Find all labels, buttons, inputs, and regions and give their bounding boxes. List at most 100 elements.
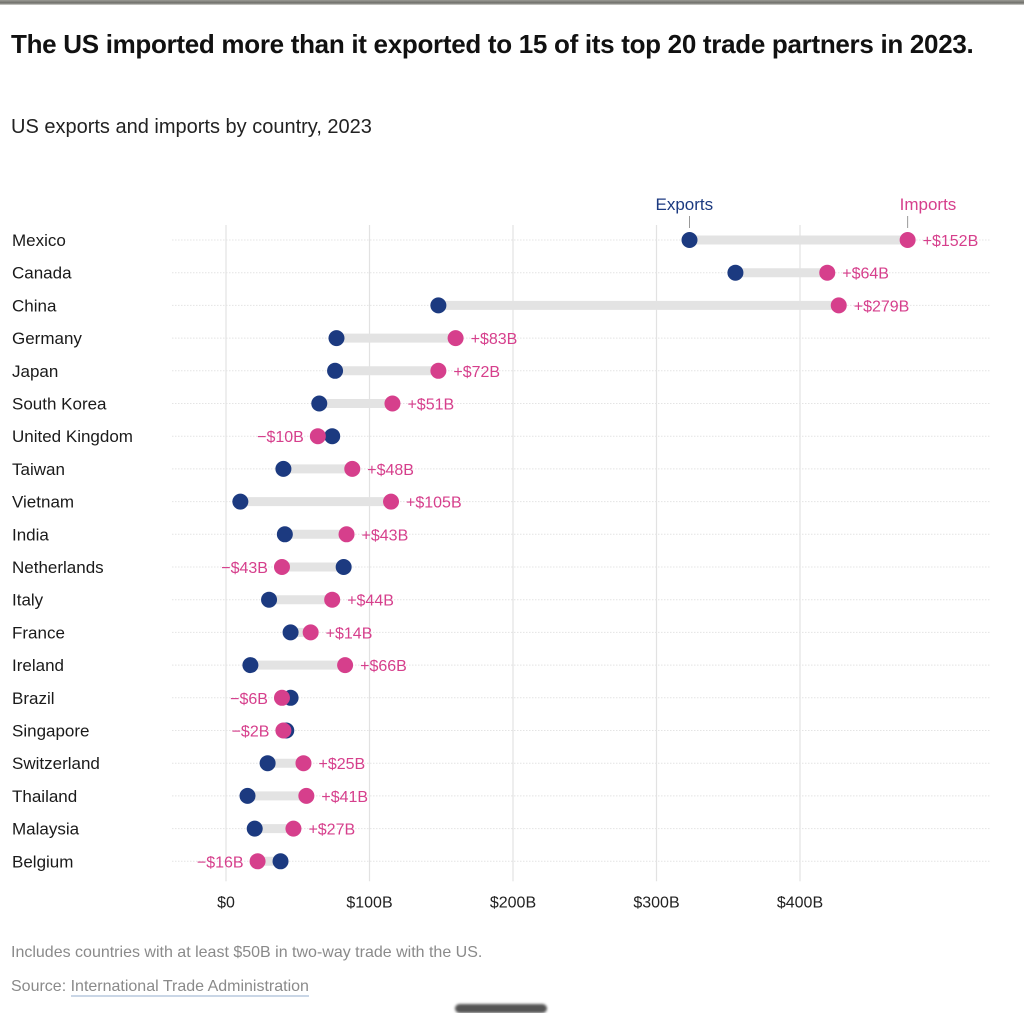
gap-label: +$279B	[854, 298, 910, 315]
export-dot	[259, 755, 276, 772]
export-dot	[272, 853, 289, 870]
row-china: China +$279B	[12, 296, 909, 315]
import-dot	[819, 264, 836, 281]
row-brazil: Brazil −$6B	[12, 689, 299, 708]
x-tick-label: $0	[217, 894, 235, 911]
country-label: Mexico	[12, 231, 66, 250]
import-dot	[295, 755, 312, 772]
import-dot	[285, 820, 302, 837]
import-dot	[298, 787, 315, 804]
country-label: Italy	[12, 591, 44, 610]
row-ireland: Ireland +$66B	[12, 656, 407, 675]
import-dot	[430, 362, 447, 379]
gap-label: +$44B	[347, 593, 394, 610]
source-link[interactable]: International Trade Administration	[70, 978, 309, 997]
gap-label: +$51B	[407, 397, 454, 414]
row-united-kingdom: United Kingdom −$10B	[12, 427, 341, 446]
export-dot	[335, 559, 352, 575]
export-dot	[324, 428, 341, 445]
import-dot	[447, 330, 464, 347]
legend-exports-label: Exports	[656, 195, 714, 214]
x-tick-label: $400B	[777, 894, 823, 911]
gap-label: +$152B	[923, 233, 979, 250]
country-label: Belgium	[12, 852, 73, 871]
gap-label: +$48B	[367, 462, 414, 479]
import-dot	[249, 853, 266, 870]
country-label: Netherlands	[12, 558, 104, 577]
gap-label: +$14B	[326, 625, 373, 642]
gap-label: +$43B	[362, 527, 409, 544]
x-tick-label: $300B	[633, 894, 679, 911]
export-dot	[681, 232, 698, 248]
import-dot	[384, 395, 401, 412]
import-dot	[273, 559, 290, 575]
gap-label: −$2B	[232, 724, 270, 741]
row-switzerland: Switzerland +$25B	[12, 754, 365, 773]
import-dot	[830, 297, 847, 314]
gap-label: −$10B	[257, 429, 304, 446]
gap-label: +$41B	[321, 789, 368, 806]
country-label: Taiwan	[12, 460, 65, 479]
row-taiwan: Taiwan +$48B	[12, 460, 414, 479]
row-mexico: Mexico +$152B	[12, 231, 978, 250]
country-label: Ireland	[12, 656, 64, 675]
export-dot	[232, 493, 249, 510]
export-dot	[261, 591, 278, 608]
row-belgium: Belgium −$16B	[12, 852, 289, 871]
import-dot	[899, 232, 916, 248]
row-italy: Italy +$44B	[12, 591, 394, 610]
import-dot	[273, 689, 290, 706]
export-dot	[328, 330, 345, 347]
export-dot	[242, 657, 259, 674]
import-dot	[337, 657, 354, 674]
country-label: Canada	[12, 264, 72, 283]
export-dot	[430, 297, 447, 314]
country-label: Malaysia	[12, 820, 80, 839]
row-thailand: Thailand +$41B	[12, 787, 368, 806]
gap-label: +$64B	[842, 266, 889, 283]
x-axis: $0 $100B $200B $300B $400B	[217, 894, 823, 911]
export-dot	[327, 362, 344, 379]
gap-label: +$25B	[318, 756, 365, 773]
gap-label: +$72B	[453, 364, 500, 381]
chart-title: The US imported more than it exported to…	[11, 29, 974, 59]
row-singapore: Singapore −$2B	[12, 722, 295, 741]
gap-label: +$105B	[406, 495, 462, 512]
row-germany: Germany +$83B	[12, 329, 517, 348]
country-label: France	[12, 623, 65, 642]
country-label: Switzerland	[12, 754, 100, 773]
export-dot	[239, 787, 256, 804]
import-dot	[344, 460, 361, 477]
row-malaysia: Malaysia +$27B	[12, 820, 355, 839]
x-tick-label: $100B	[346, 894, 392, 911]
export-dot	[246, 820, 263, 837]
gap-label: +$27B	[308, 822, 355, 839]
gap-label: −$6B	[230, 691, 268, 708]
gap-label: −$43B	[221, 560, 268, 577]
gap-label: +$83B	[471, 331, 518, 348]
gap-label: −$16B	[197, 854, 244, 871]
import-dot	[309, 428, 326, 445]
row-france: France +$14B	[12, 623, 372, 642]
export-dot	[727, 264, 744, 281]
country-label: United Kingdom	[12, 427, 133, 446]
rows: Mexico +$152B Canada +$64B China +$279B German…	[12, 231, 978, 871]
country-label: South Korea	[12, 395, 107, 414]
country-label: Vietnam	[12, 493, 74, 512]
chart-subtitle: US exports and imports by country, 2023	[11, 116, 372, 138]
export-dot	[311, 395, 328, 412]
import-dot	[338, 526, 355, 543]
home-indicator[interactable]	[455, 1004, 547, 1013]
legend: Exports Imports	[656, 195, 956, 228]
country-label: Thailand	[12, 787, 77, 806]
source-line: Source: International Trade Administrati…	[11, 978, 309, 997]
gap-label: +$66B	[360, 658, 407, 675]
x-tick-label: $200B	[490, 894, 536, 911]
country-label: Brazil	[12, 689, 55, 708]
row-vietnam: Vietnam +$105B	[12, 493, 462, 512]
row-canada: Canada +$64B	[12, 264, 889, 283]
source-prefix: Source:	[11, 978, 71, 995]
country-label: Germany	[12, 329, 82, 348]
gridlines	[225, 225, 801, 882]
import-dot	[324, 591, 341, 608]
